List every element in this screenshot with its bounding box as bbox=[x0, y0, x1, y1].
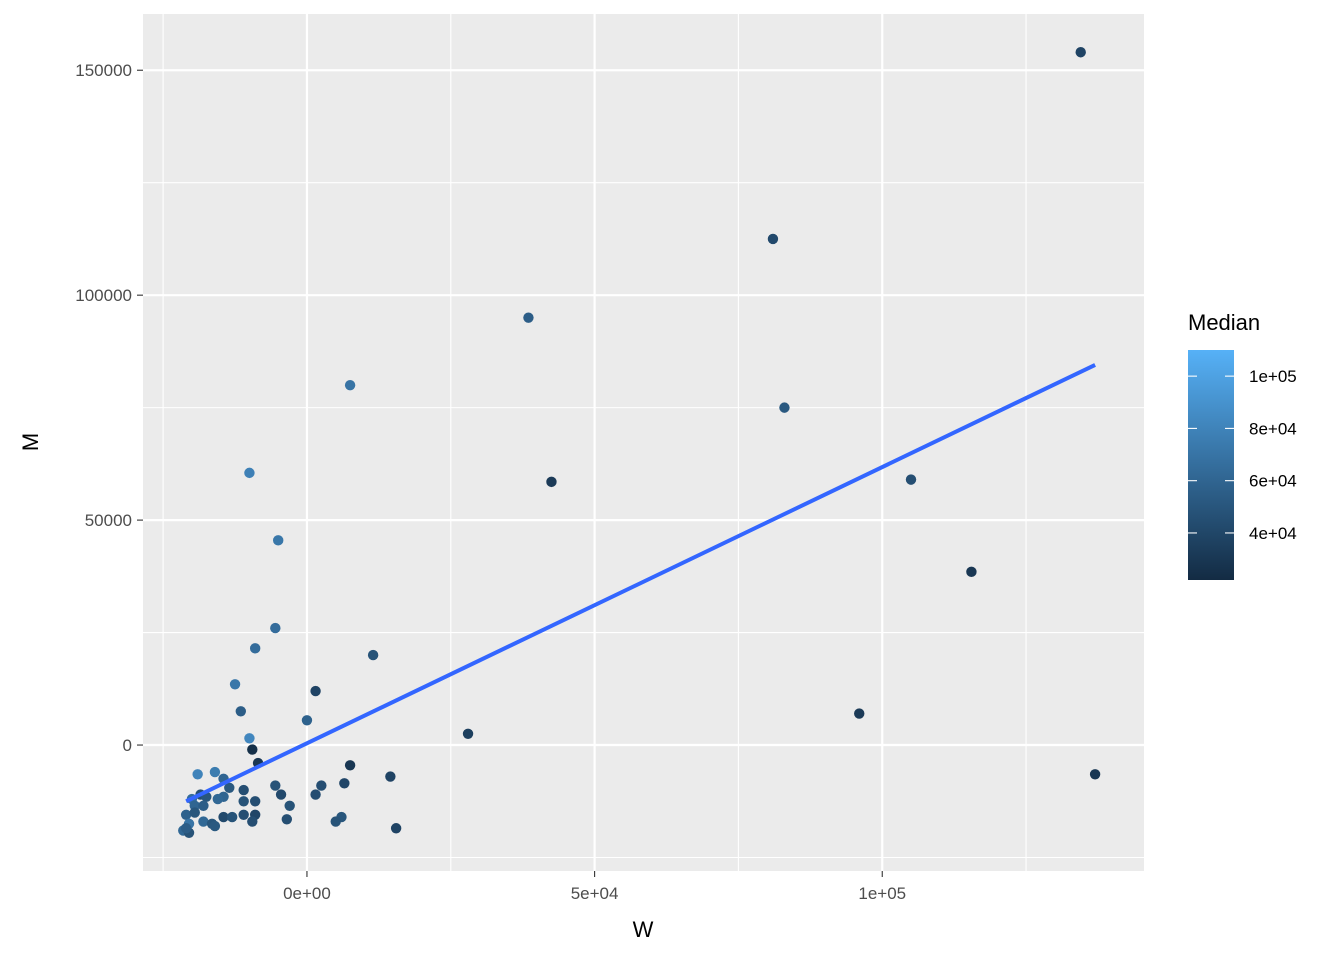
data-point bbox=[218, 811, 229, 823]
data-point bbox=[209, 766, 221, 778]
data-point bbox=[316, 780, 327, 791]
data-point bbox=[180, 823, 192, 834]
plot-panel bbox=[143, 14, 1144, 871]
data-point bbox=[244, 733, 255, 744]
data-point bbox=[462, 728, 474, 739]
data-point bbox=[270, 622, 281, 634]
y-tick-label: 50000 bbox=[85, 511, 132, 530]
data-point bbox=[767, 233, 779, 245]
legend-ticks: 4e+04 6e+04 8e+04 1e+05 bbox=[1188, 367, 1297, 543]
x-tick-label: 5e+04 bbox=[571, 884, 619, 903]
data-point bbox=[344, 379, 356, 391]
data-point bbox=[546, 476, 557, 488]
data-point bbox=[226, 811, 238, 823]
y-tick-label: 0 bbox=[123, 736, 132, 755]
data-point bbox=[198, 816, 209, 827]
x-tick-label: 1e+05 bbox=[858, 884, 906, 903]
data-point bbox=[854, 708, 865, 719]
data-point bbox=[249, 796, 261, 807]
data-point bbox=[247, 816, 258, 827]
y-tick-label: 100000 bbox=[75, 286, 132, 305]
data-point bbox=[1075, 47, 1086, 58]
data-point bbox=[198, 800, 209, 811]
data-point bbox=[272, 535, 284, 546]
data-point bbox=[779, 402, 790, 413]
data-point bbox=[212, 793, 223, 805]
y-axis-title: M bbox=[18, 433, 43, 451]
legend-tick-label: 8e+04 bbox=[1249, 419, 1297, 438]
data-point bbox=[281, 814, 293, 825]
data-point bbox=[238, 809, 249, 820]
data-point bbox=[270, 780, 281, 791]
grid-major bbox=[143, 14, 1144, 871]
color-legend: Median 4e+04 6e+04 8e+04 1e+05 bbox=[1188, 310, 1297, 580]
grid-minor bbox=[143, 14, 1144, 871]
data-point bbox=[310, 685, 321, 697]
data-point bbox=[238, 784, 249, 796]
data-point bbox=[235, 706, 246, 717]
x-axis: 0e+00 5e+04 1e+05 bbox=[283, 871, 906, 903]
x-tick-label: 0e+00 bbox=[283, 884, 331, 903]
data-point bbox=[367, 649, 379, 661]
data-point bbox=[344, 760, 356, 771]
data-point bbox=[1089, 769, 1101, 780]
data-point bbox=[523, 312, 534, 323]
data-point bbox=[905, 474, 917, 485]
data-point bbox=[390, 823, 402, 834]
data-point bbox=[224, 782, 235, 793]
data-point bbox=[189, 807, 200, 818]
data-point bbox=[247, 744, 258, 755]
y-tick-label: 150000 bbox=[75, 61, 132, 80]
legend-tick-label: 4e+04 bbox=[1249, 524, 1297, 543]
trend-line bbox=[185, 363, 1096, 804]
data-point bbox=[275, 789, 287, 800]
data-point bbox=[284, 800, 295, 811]
legend-colorbar bbox=[1188, 350, 1234, 580]
data-point bbox=[192, 769, 203, 780]
data-point bbox=[339, 778, 350, 789]
data-point bbox=[330, 816, 341, 827]
x-axis-title: W bbox=[633, 917, 654, 942]
data-point bbox=[244, 467, 255, 479]
data-points bbox=[178, 47, 1101, 838]
data-point bbox=[180, 809, 192, 820]
data-point bbox=[249, 643, 261, 654]
data-point bbox=[310, 789, 321, 800]
y-axis: 0 50000 100000 150000 bbox=[75, 61, 143, 755]
data-point bbox=[229, 679, 241, 690]
data-point bbox=[238, 796, 249, 807]
legend-title: Median bbox=[1188, 310, 1260, 335]
data-point bbox=[385, 771, 396, 782]
data-point bbox=[209, 820, 221, 832]
legend-tick-label: 1e+05 bbox=[1249, 367, 1297, 386]
data-point bbox=[301, 715, 313, 726]
data-point bbox=[966, 566, 977, 578]
legend-tick-label: 6e+04 bbox=[1249, 472, 1297, 491]
